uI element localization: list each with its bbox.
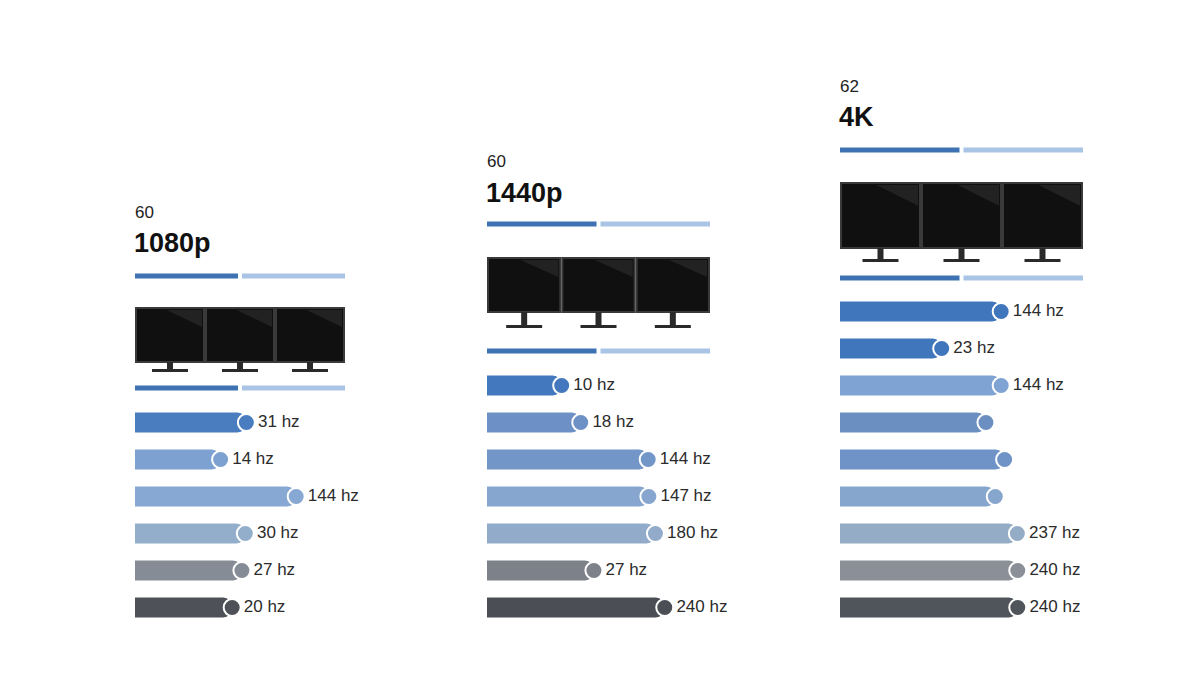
svg-text:60: 60: [135, 203, 154, 222]
svg-text:60: 60: [487, 152, 506, 171]
svg-text:237 hz: 237 hz: [1029, 523, 1080, 542]
svg-text:147 hz: 147 hz: [660, 486, 711, 505]
svg-text:23 hz: 23 hz: [953, 338, 995, 357]
svg-text:144 hz: 144 hz: [1013, 301, 1064, 320]
svg-text:240 hz: 240 hz: [676, 597, 727, 616]
svg-text:1080p: 1080p: [134, 228, 211, 258]
svg-text:27 hz: 27 hz: [254, 560, 296, 579]
svg-text:10 hz: 10 hz: [573, 375, 615, 394]
svg-text:20 hz: 20 hz: [244, 597, 286, 616]
svg-text:240 hz: 240 hz: [1029, 560, 1080, 579]
svg-text:62: 62: [840, 77, 859, 96]
svg-text:144 hz: 144 hz: [660, 449, 711, 468]
svg-text:4K: 4K: [839, 102, 874, 132]
svg-text:144 hz: 144 hz: [308, 486, 359, 505]
svg-text:18 hz: 18 hz: [592, 412, 634, 431]
svg-text:30 hz: 30 hz: [257, 523, 299, 542]
svg-text:240 hz: 240 hz: [1029, 597, 1080, 616]
svg-text:27 hz: 27 hz: [606, 560, 648, 579]
svg-text:14 hz: 14 hz: [232, 449, 274, 468]
svg-text:144 hz: 144 hz: [1013, 375, 1064, 394]
svg-text:1440p: 1440p: [486, 178, 563, 208]
svg-text:180 hz: 180 hz: [667, 523, 718, 542]
svg-text:31 hz: 31 hz: [258, 412, 300, 431]
